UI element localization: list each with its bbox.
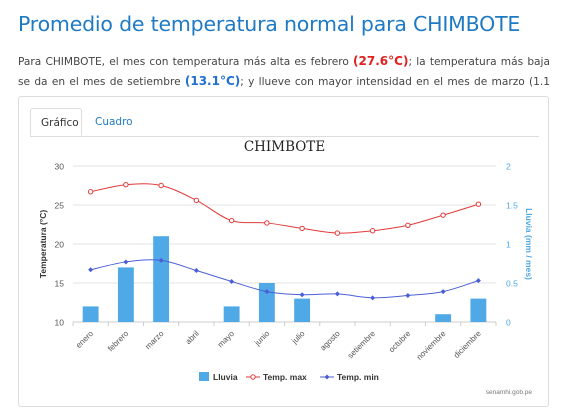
tmax-point xyxy=(299,225,305,232)
tmax-point xyxy=(440,212,446,218)
tmin-point xyxy=(405,292,411,298)
x-tick-label: febrero xyxy=(106,329,131,354)
tmin-point xyxy=(299,292,305,298)
y-tick-right: 1 xyxy=(506,240,511,250)
tmin-point xyxy=(264,289,270,295)
y-tick-right: 1.5 xyxy=(506,201,518,211)
tmax-point xyxy=(158,182,164,189)
max-temp-highlight: (27.6°C) xyxy=(353,54,409,68)
tmin-line xyxy=(90,259,479,299)
x-tick-label: mayo xyxy=(216,329,237,350)
y-tick-left: 15 xyxy=(55,279,65,289)
legend-tmin-label: Temp. min xyxy=(337,372,379,382)
y-tick-right: 0.5 xyxy=(506,279,518,289)
chart-credit: senamhi.gob.pe xyxy=(486,389,533,396)
tmin-point xyxy=(123,259,129,265)
rain-bar xyxy=(223,306,240,322)
y-axis-title-left: Temperatura (°C) xyxy=(38,210,48,279)
tmin-point xyxy=(229,278,235,284)
legend-tmax-label: Temp. max xyxy=(263,372,307,382)
tmin-point xyxy=(88,267,94,273)
legend-rain-swatch xyxy=(199,372,209,381)
rain-bar xyxy=(435,314,452,322)
tmax-point xyxy=(334,230,341,236)
y-tick-right: 2 xyxy=(506,162,511,172)
tab-grafico[interactable]: Gráfico xyxy=(30,108,82,136)
min-temp-highlight: (13.1°C) xyxy=(184,74,241,88)
x-tick-label: diciembre xyxy=(452,329,483,360)
tmax-point xyxy=(228,217,235,224)
y-tick-left: 10 xyxy=(55,318,65,328)
x-tick-label: junio xyxy=(252,329,271,348)
y-tick-left: 20 xyxy=(55,240,65,250)
y-tick-left: 25 xyxy=(55,201,65,211)
tmin-point xyxy=(158,257,164,263)
rain-bar xyxy=(294,298,311,322)
rain-bar xyxy=(258,283,275,322)
tmax-point xyxy=(405,222,411,228)
tmax-point xyxy=(475,201,482,207)
x-tick-label: enero xyxy=(74,329,95,350)
chart-card: Gráfico Cuadro CHIMBOTE 10 15 20 25 30 0 0.5 1 1.… xyxy=(18,96,549,407)
summary-part-2: ; la temperatura más baja se da en el me… xyxy=(18,56,550,88)
legend-rain-label: Lluvia xyxy=(213,372,238,382)
tmax-point xyxy=(193,197,200,204)
climate-chart: CHIMBOTE 10 15 20 25 30 0 0.5 1 1.5 2 Temperatura (… xyxy=(38,139,534,396)
tab-divider xyxy=(30,136,539,137)
y-tick-right: 0 xyxy=(506,318,511,328)
x-tick-label: noviembre xyxy=(415,329,448,362)
tab-cuadro[interactable]: Cuadro xyxy=(95,116,133,128)
tmin-point xyxy=(370,295,376,301)
summary-part-1: Para CHIMBOTE, el mes con temperatura má… xyxy=(18,56,354,68)
tmin-point xyxy=(334,291,340,297)
x-tick-label: setiembre xyxy=(346,329,378,361)
tmax-point xyxy=(369,228,376,234)
x-tick-label: julio xyxy=(289,329,307,347)
tmin-point xyxy=(440,289,446,295)
tmax-point xyxy=(87,189,94,195)
legend-tmin-marker xyxy=(324,374,330,380)
tmin-point xyxy=(193,268,199,274)
x-tick-label: agosto xyxy=(318,329,342,353)
rain-bar xyxy=(153,236,170,322)
x-tick-label: octubre xyxy=(387,329,413,355)
tmin-point xyxy=(475,278,481,284)
chart-title: CHIMBOTE xyxy=(244,139,325,155)
x-tick-label: marzo xyxy=(143,329,165,351)
y-tick-left: 30 xyxy=(55,162,65,172)
x-tick-label: abril xyxy=(184,329,201,346)
rain-bar xyxy=(117,267,134,322)
rain-bar xyxy=(470,298,487,322)
page-title: Promedio de temperatura normal para CHIM… xyxy=(18,12,521,36)
y-axis-title-right: Lluvia (mm / mes) xyxy=(524,208,534,280)
rain-bar xyxy=(82,306,99,322)
tmax-line xyxy=(90,183,479,234)
tmax-point xyxy=(123,182,129,188)
tmax-point xyxy=(264,220,270,226)
legend-tmax-marker xyxy=(250,374,256,380)
